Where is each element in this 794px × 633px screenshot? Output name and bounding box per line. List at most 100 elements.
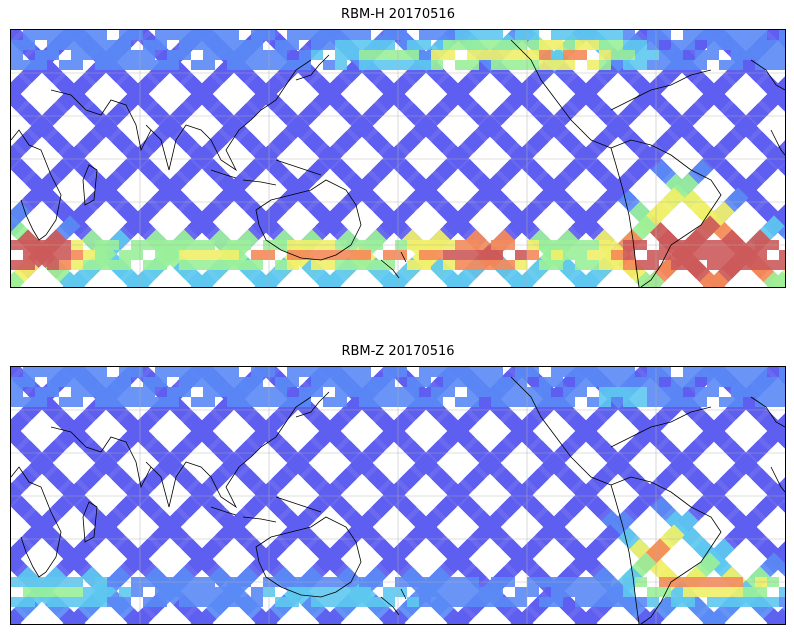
- coverage-cell: [707, 377, 719, 387]
- coverage-cell: [503, 260, 515, 270]
- coverage-cell: [383, 377, 395, 387]
- coverage-cell: [611, 30, 623, 40]
- coastline: [255, 179, 362, 261]
- coverage-cell: [515, 40, 527, 50]
- coverage-cell: [383, 397, 395, 407]
- coverage-cell: [539, 50, 551, 60]
- coverage-cell: [719, 60, 731, 70]
- coverage-cell: [71, 587, 83, 597]
- graticule: [11, 30, 785, 287]
- coverage-cell: [203, 260, 215, 270]
- coverage-cell: [647, 250, 659, 260]
- coverage-cell: [35, 30, 47, 40]
- coastline: [610, 69, 712, 111]
- coastline: [750, 59, 785, 91]
- coverage-cell: [359, 597, 371, 607]
- coverage-cell: [335, 260, 347, 270]
- coverage-cell: [719, 250, 731, 260]
- coverage-cell: [623, 50, 635, 60]
- coverage-cell: [143, 397, 155, 407]
- coverage-cell: [23, 30, 35, 40]
- coverage-cell: [83, 367, 95, 377]
- coverage-cell: [167, 397, 179, 407]
- coverage-cell: [623, 397, 635, 407]
- coverage-cell: [359, 387, 371, 397]
- coverage-cell: [83, 50, 95, 60]
- coverage-cell: [719, 40, 731, 50]
- coverage-cell: [419, 587, 431, 597]
- coverage-cell: [563, 30, 575, 40]
- coverage-cell: [587, 30, 599, 40]
- coverage-cell: [95, 30, 107, 40]
- coverage-cell: [635, 597, 647, 607]
- coverage-cell: [227, 597, 239, 607]
- coverage-cell: [491, 30, 503, 40]
- track-segment: [773, 426, 785, 449]
- coverage-cell: [371, 597, 383, 607]
- coverage-cell: [95, 397, 107, 407]
- coverage-cell: [323, 597, 335, 607]
- coverage-cell: [59, 40, 71, 50]
- coverage-cell: [503, 50, 515, 60]
- coverage-cell: [179, 587, 191, 597]
- coverage-cell: [143, 40, 155, 50]
- coverage-cell: [755, 50, 767, 60]
- coverage-cell: [503, 40, 515, 50]
- coverage-cell: [203, 387, 215, 397]
- coverage-cell: [383, 50, 395, 60]
- coverage-cell: [119, 30, 131, 40]
- coverage-cell: [779, 387, 785, 397]
- coverage-cell: [647, 367, 659, 377]
- coverage-cell: [767, 40, 779, 50]
- coverage-cell: [143, 50, 155, 60]
- coverage-cell: [383, 387, 395, 397]
- coverage-cell: [779, 30, 785, 40]
- coverage-cell: [539, 60, 551, 70]
- coverage-cell: [587, 397, 599, 407]
- coverage-cell: [623, 597, 635, 607]
- coverage-cell: [395, 250, 407, 260]
- coverage-cell: [71, 40, 83, 50]
- coverage-cell: [359, 60, 371, 70]
- coverage-cell: [551, 250, 563, 260]
- coverage-cell: [251, 40, 263, 50]
- coverage-cell: [779, 597, 785, 607]
- coverage-cell: [659, 60, 671, 70]
- coverage-cell: [743, 377, 755, 387]
- coverage-cell: [611, 250, 623, 260]
- coverage-cell: [779, 367, 785, 377]
- coverage-cell: [587, 40, 599, 50]
- coastline: [610, 406, 712, 448]
- coverage-cell: [215, 30, 227, 40]
- coverage-cell: [395, 60, 407, 70]
- coverage-cell: [611, 260, 623, 270]
- track-segment: [11, 271, 25, 287]
- coverage-cell: [599, 60, 611, 70]
- coverage-cell: [575, 40, 587, 50]
- coverage-cell: [179, 50, 191, 60]
- coverage-cell: [431, 250, 443, 260]
- coverage-cell: [467, 250, 479, 260]
- coverage-cell: [359, 367, 371, 377]
- coastline: [242, 179, 277, 186]
- coverage-cell: [299, 60, 311, 70]
- coverage-cell: [491, 367, 503, 377]
- coverage-cell: [11, 397, 23, 407]
- coverage-cell: [383, 260, 395, 270]
- coverage-cell: [491, 597, 503, 607]
- coverage-cell: [395, 387, 407, 397]
- coverage-cell: [335, 597, 347, 607]
- coverage-cell: [335, 367, 347, 377]
- coverage-cell: [275, 60, 287, 70]
- coverage-cell: [287, 367, 299, 377]
- coverage-cell: [311, 30, 323, 40]
- coverage-cell: [131, 30, 143, 40]
- coverage-cell: [47, 387, 59, 397]
- coverage-cell: [383, 250, 395, 260]
- coverage-cell: [479, 377, 491, 387]
- coverage-cell: [227, 50, 239, 60]
- coverage-cell: [755, 260, 767, 270]
- coverage-cell: [131, 387, 143, 397]
- coverage-cell: [71, 397, 83, 407]
- coverage-cell: [503, 397, 515, 407]
